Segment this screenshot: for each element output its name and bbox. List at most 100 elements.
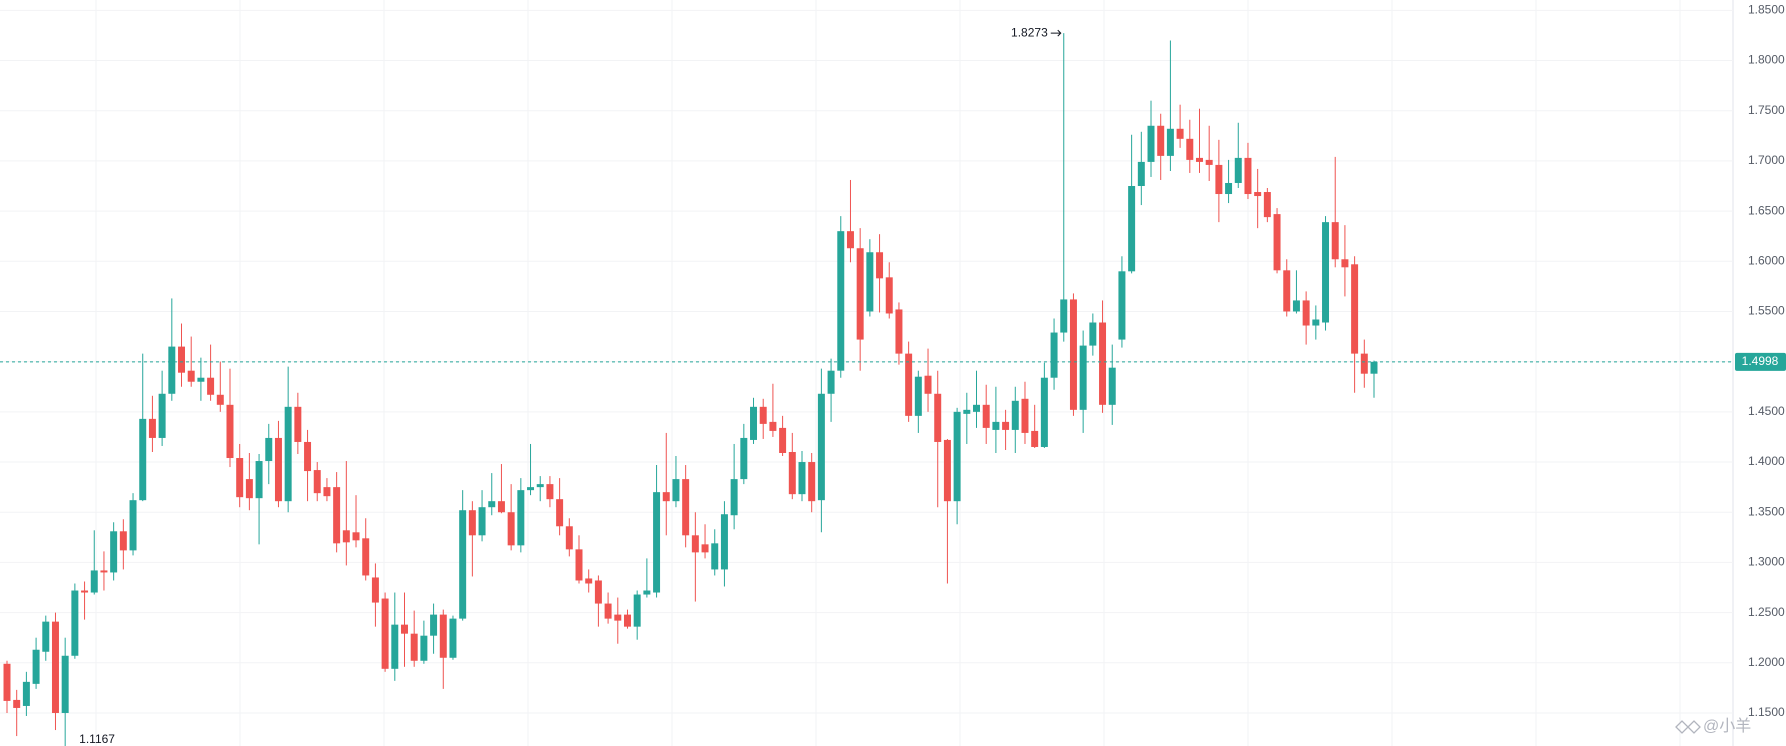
y-tick-label: 1.4000 [1748,454,1785,468]
candle-body [1011,400,1019,430]
candle-body [1002,421,1010,430]
candle-body [1176,128,1184,139]
candle-body [720,514,728,570]
candle-body [982,404,990,428]
candle-body [1069,299,1077,410]
candle-body [352,532,360,541]
candle-body [207,377,215,395]
candle-body [1166,128,1174,156]
candle-body [876,252,884,279]
candle-body [304,441,312,472]
candle-body [100,570,108,573]
candle-body [759,406,767,424]
candle-body [333,487,341,544]
candle-body [604,603,612,619]
candle-body [1312,319,1320,326]
candles [3,33,1378,746]
candle-body [245,479,253,499]
candle-body [517,490,525,546]
candle-body [1254,192,1262,197]
candle-body [1205,159,1213,165]
candle-body [226,404,234,459]
candle-body [410,633,418,661]
candle-body [22,681,30,706]
candle-body [798,462,806,495]
candle-body [110,531,118,573]
candle-body [1031,430,1039,447]
candle-body [139,418,147,501]
candle-body [497,501,505,513]
candle-body [1128,185,1136,272]
watermark: @小羊 [1703,717,1751,735]
candle-body [808,462,816,502]
high-annotation: 1.8273 [1011,25,1048,39]
y-tick-label: 1.2500 [1748,605,1785,619]
candle-body [420,635,428,661]
y-tick-label: 1.7000 [1748,153,1785,167]
candle-body [594,580,602,604]
candle-body [401,624,408,634]
y-tick-label: 1.8500 [1748,3,1785,17]
candle-body [1050,332,1058,378]
candle-body [158,393,166,438]
candle-body [3,663,11,701]
candle-body [13,699,21,708]
candle-body [837,231,845,371]
candle-body [924,375,932,394]
candle-body [623,614,631,627]
candle-body [691,535,699,553]
candle-body [1060,299,1068,333]
candle-body [701,544,709,553]
candle-body [1108,367,1116,405]
y-tick-label: 1.7500 [1748,103,1785,117]
y-tick-label: 1.3000 [1748,555,1785,569]
y-tick-label: 1.6000 [1748,253,1785,267]
candle-body [556,499,564,527]
candle-body [992,421,1000,430]
candle-body [866,252,874,312]
candle-body [1215,164,1223,195]
candle-body [1225,182,1233,195]
candle-body [1079,345,1087,410]
y-tick-label: 1.8000 [1748,53,1785,67]
candle-body [779,427,787,454]
candle-body [168,346,176,394]
candle-body [81,590,89,593]
candle-body [1147,125,1155,162]
candle-body [187,370,195,382]
candle-body [1273,214,1281,271]
candle-body [1283,270,1291,312]
candle-body [643,590,651,595]
candle-body [769,421,777,431]
candle-body [342,530,350,543]
candle-body [1234,157,1242,183]
candle-body [662,492,670,502]
candle-body [914,376,922,416]
candle-body [895,309,903,354]
candle-body [740,437,748,480]
candle-body [953,411,961,502]
candle-body [1021,398,1029,433]
candle-body [119,531,127,551]
candle-body [943,439,951,502]
candle-body [1331,222,1339,260]
candle-body [148,418,156,438]
candle-body [575,549,583,581]
candle-body [1370,361,1378,374]
candle-body [129,500,137,551]
candle-body [313,470,321,494]
candle-body [633,594,641,627]
candle-body [362,538,370,576]
candle-body [672,479,680,502]
candle-body [565,526,573,550]
candle-body [963,409,971,414]
candle-body [934,393,942,442]
candle-body [294,406,302,442]
candle-body [1186,138,1194,160]
candle-body [197,377,205,382]
candle-body [1292,300,1300,312]
candle-body [1040,377,1048,447]
candle-body [507,512,515,546]
candle-body [1137,161,1145,186]
candle-body [1089,322,1097,346]
